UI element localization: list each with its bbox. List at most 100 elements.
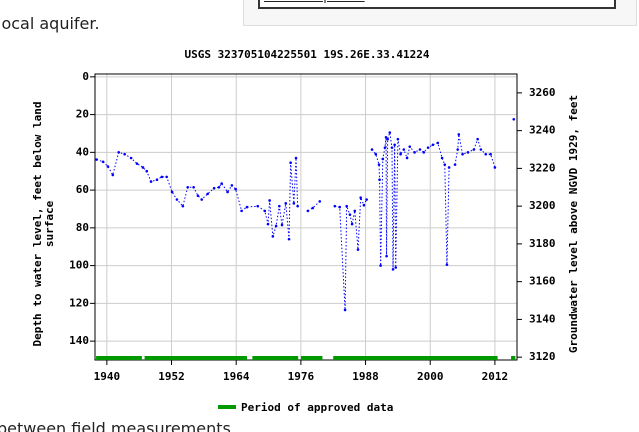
data-point: [385, 254, 388, 258]
y2-tick-label: 3260: [529, 86, 556, 99]
data-point: [117, 151, 121, 154]
data-point: [457, 133, 461, 136]
data-point: [311, 206, 315, 210]
data-point: [378, 178, 381, 182]
data-point: [399, 152, 402, 156]
data-point: [186, 185, 189, 189]
data-point: [379, 264, 382, 267]
data-point: [445, 263, 449, 266]
data-point: [383, 146, 387, 149]
y2-tick-label: 3120: [529, 350, 556, 363]
data-point: [212, 186, 216, 190]
approved-period: [300, 356, 323, 360]
data-point: [476, 137, 479, 141]
data-point: [359, 196, 363, 199]
x-tick-label: 1952: [158, 370, 185, 383]
data-point: [240, 209, 243, 213]
plot-frame: [94, 73, 518, 361]
data-point: [181, 204, 185, 208]
x-tick-label: 1940: [94, 370, 121, 383]
data-point: [393, 143, 396, 147]
data-point: [493, 166, 497, 169]
data-point: [274, 224, 278, 228]
data-point: [278, 204, 281, 208]
y-tick-label: 20: [76, 108, 89, 121]
y-tick-label: 40: [76, 145, 89, 158]
data-point: [230, 184, 234, 187]
data-point: [155, 178, 159, 182]
data-point: [356, 248, 360, 251]
data-point: [384, 135, 388, 139]
approved-period: [96, 356, 142, 360]
reselect-field: Reselect period: [258, 0, 616, 9]
chart-title: USGS 323705104225501 19S.26E.33.41224: [184, 48, 429, 61]
data-point: [106, 165, 110, 168]
reselect-panel: Reselect period: [243, 0, 637, 26]
data-point: [292, 202, 296, 205]
data-point: [111, 173, 115, 177]
data-point: [294, 156, 298, 160]
data-point: [396, 137, 400, 141]
data-point: [234, 187, 237, 191]
data-point: [350, 222, 354, 226]
legend-label: Period of approved data: [241, 401, 393, 414]
y-axis-label: Depth to water level, feet below land: [31, 101, 44, 346]
data-point: [391, 268, 395, 271]
data-point: [95, 158, 98, 161]
data-point: [353, 209, 357, 213]
data-point: [431, 143, 435, 147]
reselect-link[interactable]: Reselect period: [264, 0, 365, 4]
y-tick-label: 0: [82, 70, 89, 83]
data-point: [402, 148, 406, 151]
data-point: [220, 182, 223, 185]
data-point: [206, 192, 209, 196]
data-point: [374, 152, 378, 156]
data-point: [362, 203, 366, 207]
data-line: [97, 119, 514, 310]
data-point: [200, 198, 204, 201]
data-point: [370, 148, 374, 151]
data-point: [479, 148, 483, 151]
data-point: [263, 209, 267, 213]
data-point: [388, 131, 392, 134]
data-point: [175, 198, 179, 201]
data-point: [390, 146, 394, 149]
paragraph-text: between field measurements: [0, 419, 231, 432]
y-tick-label: 120: [69, 296, 89, 309]
data-point: [268, 199, 271, 202]
y-tick-label: 60: [76, 183, 89, 196]
approved-period: [252, 356, 299, 360]
data-point: [447, 166, 451, 169]
x-tick-label: 1976: [288, 370, 315, 383]
y-tick-label: 140: [69, 334, 89, 347]
data-point: [333, 204, 337, 208]
data-point: [381, 157, 385, 161]
data-point: [256, 204, 260, 208]
data-point: [135, 162, 139, 165]
data-point: [443, 163, 447, 166]
data-point: [145, 169, 149, 173]
data-point: [422, 151, 426, 154]
data-point: [418, 148, 422, 151]
data-point: [129, 156, 133, 160]
y-tick-label: 100: [69, 259, 89, 272]
data-point: [289, 161, 292, 165]
y2-tick-label: 3220: [529, 161, 556, 174]
data-point: [226, 190, 229, 194]
data-point: [484, 152, 488, 156]
data-point: [472, 148, 476, 151]
y2-tick-label: 3240: [529, 124, 556, 137]
y2-tick-label: 3180: [529, 237, 556, 250]
y-axis-label: surface: [43, 200, 56, 247]
y2-tick-label: 3140: [529, 312, 556, 325]
data-point: [348, 213, 352, 216]
data-point: [318, 200, 322, 203]
data-point: [440, 156, 444, 160]
x-tick-label: 1988: [352, 370, 379, 383]
data-point: [453, 163, 457, 166]
data-point: [141, 166, 145, 169]
data-point: [338, 205, 341, 209]
y2-axis-label: Groundwater level above NGVD 1929, feet: [567, 95, 580, 353]
x-tick-label: 1964: [223, 370, 250, 383]
